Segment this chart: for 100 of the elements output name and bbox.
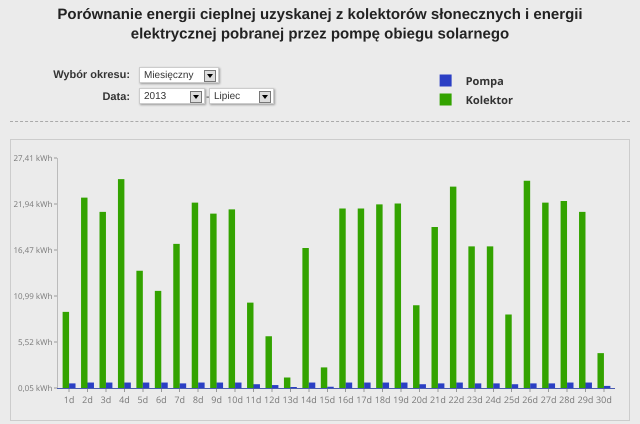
bar (420, 384, 426, 388)
y-tick-label: 16,47 kWh (13, 244, 52, 256)
bar (180, 383, 186, 388)
x-tick-label: 3d (100, 392, 112, 406)
bar (358, 208, 364, 388)
x-tick-label: 5d (138, 392, 148, 406)
bar (210, 214, 217, 388)
bar (142, 382, 150, 388)
bar (382, 382, 390, 388)
x-tick-label: 12d (264, 392, 280, 406)
x-tick-label: 2d (82, 392, 93, 406)
bar (308, 382, 316, 388)
bar (302, 248, 309, 388)
bar (364, 382, 371, 388)
bar (486, 246, 494, 388)
bar (505, 314, 512, 388)
bar (118, 179, 124, 388)
bar (431, 227, 438, 388)
bar (136, 270, 143, 388)
y-tick-label: 0,05 kWh (18, 382, 52, 394)
x-tick-label: 24d (485, 392, 502, 406)
x-tick-label: 25d (504, 392, 520, 406)
y-tick-label: 5,52 kWh (18, 336, 52, 348)
x-tick-label: 7d (174, 392, 186, 406)
bar (320, 367, 328, 388)
bar (530, 383, 537, 388)
bar (346, 382, 352, 388)
x-tick-label: 28d (559, 392, 575, 406)
bar (254, 384, 260, 388)
x-tick-label: 14d (300, 392, 317, 406)
bar (438, 383, 444, 388)
bar (272, 385, 278, 388)
bar (493, 383, 500, 388)
bar (81, 198, 88, 388)
bar (161, 382, 168, 388)
x-tick-label: 30d (596, 392, 612, 406)
bar (560, 200, 568, 388)
x-tick-label: 16d (338, 392, 354, 406)
chart-title: Porównanie energii cieplnej uzyskanej z kolektorów słonecznych i energii elektrycznej pobranej przez pompę obiegu solarnego (57, 6, 583, 43)
bar (579, 212, 586, 388)
bar (456, 382, 463, 388)
bar (542, 202, 549, 388)
bar (100, 212, 106, 388)
text: - (206, 91, 210, 103)
bar (62, 312, 70, 388)
dropdown: Miesięczny (139, 67, 219, 83)
x-tick-label: 11d (246, 392, 262, 406)
bar (106, 382, 112, 388)
bar (468, 246, 475, 388)
dropdown: 2013 (139, 88, 205, 104)
bar (413, 305, 420, 388)
bar (339, 208, 346, 388)
bar (567, 382, 574, 388)
bar (192, 202, 198, 388)
bar (284, 377, 290, 388)
x-tick-label: 21d (430, 392, 446, 406)
bar (154, 290, 162, 388)
dropdown: Lipiec (209, 88, 274, 104)
bar (450, 186, 456, 388)
bar (597, 353, 604, 388)
x-tick-label: 18d (374, 392, 391, 406)
bar (394, 203, 402, 388)
y-tick-label: 21,94 kWh (13, 198, 52, 210)
bar (401, 382, 408, 388)
text: Data: (101, 91, 130, 103)
bar (512, 384, 518, 388)
text: Wybór okresu: (52, 69, 130, 81)
x-tick-label: 20d (412, 392, 428, 406)
bar (524, 180, 530, 388)
x-tick-label: 22d (448, 392, 464, 406)
bar (548, 383, 556, 388)
bar (235, 382, 242, 388)
bar (376, 204, 383, 388)
bar (265, 336, 272, 388)
x-tick-label: 10d (227, 392, 243, 406)
x-tick-label: 26d (522, 392, 538, 406)
y-tick-label: 10,99 kWh (13, 290, 52, 302)
x-tick-label: 9d (211, 392, 222, 406)
legend-label: Kolektor (466, 92, 513, 108)
x-tick-label: 1d (64, 392, 74, 406)
bar (474, 383, 482, 388)
bar (124, 382, 131, 388)
bar (585, 382, 592, 388)
x-tick-label: 27d (540, 392, 557, 406)
legend-label: Pompa (466, 74, 504, 89)
x-tick-label: 17d (356, 392, 372, 406)
bar (216, 382, 224, 388)
bar (88, 382, 94, 388)
x-tick-label: 6d (156, 392, 167, 406)
x-tick-label: 8d (192, 392, 204, 406)
bar (173, 244, 180, 388)
bar (228, 209, 236, 388)
bar (247, 302, 254, 388)
x-tick-label: 19d (393, 392, 409, 406)
x-tick-label: 23d (466, 392, 483, 406)
x-tick-label: 15d (319, 392, 336, 406)
y-tick-label: 27,41 kWh (13, 152, 52, 164)
bar (69, 383, 76, 388)
x-tick-label: 29d (578, 392, 594, 406)
x-tick-label: 4d (119, 392, 130, 406)
